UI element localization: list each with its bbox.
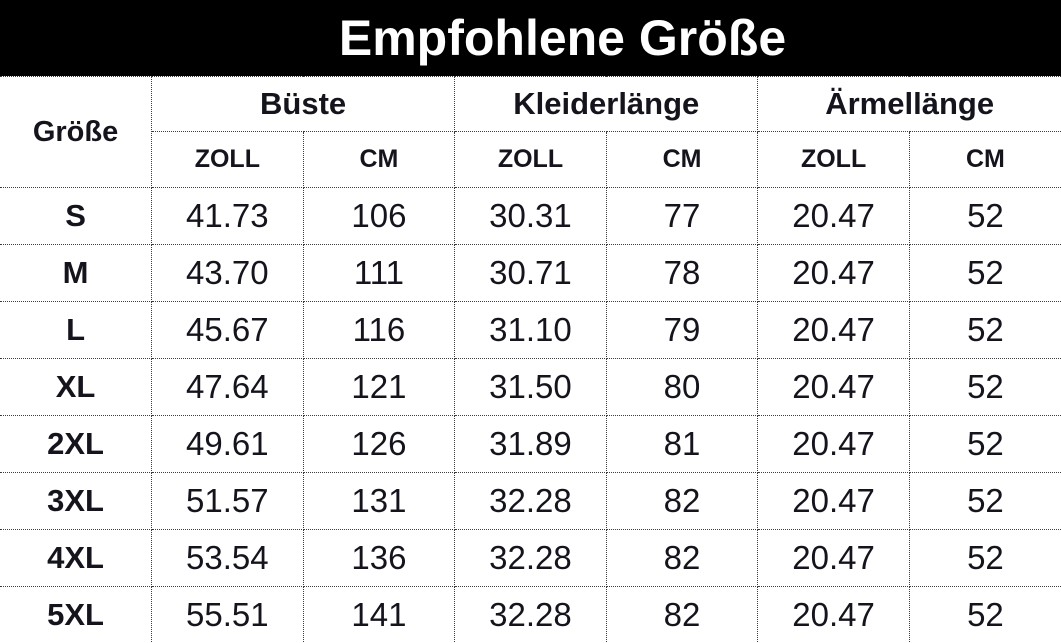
size-label: 3XL [0,472,153,530]
table-cell: 31.50 [454,358,607,416]
table-row-s: S 41.73 106 30.31 77 20.47 52 [0,187,1061,245]
size-label: 2XL [0,415,153,473]
table-cell: 82 [605,472,759,530]
table-cell: 32.28 [454,586,607,643]
table-cell: 111 [302,244,456,302]
table-cell: 79 [605,301,759,359]
table-cell: 131 [302,472,456,530]
table-cell: 20.47 [757,472,910,530]
column-header-groesse: Größe [0,76,153,188]
table-cell: 30.31 [454,187,607,245]
table-cell: 55.51 [151,586,304,643]
table-cell: 51.57 [151,472,304,530]
table-cell: 31.10 [454,301,607,359]
unit-header-bueste-zoll: ZOLL [151,131,304,188]
table-cell: 52 [908,472,1061,530]
table-cell: 49.61 [151,415,304,473]
table-cell: 30.71 [454,244,607,302]
size-label: 5XL [0,586,153,643]
table-cell: 41.73 [151,187,304,245]
unit-header-kleiderlaenge-cm: CM [605,131,759,188]
size-label: 4XL [0,529,153,587]
table-cell: 52 [908,529,1061,587]
unit-header-aermellaenge-cm: CM [908,131,1061,188]
table-row-4xl: 4XL 53.54 136 32.28 82 20.47 52 [0,529,1061,587]
unit-header-aermellaenge-zoll: ZOLL [757,131,910,188]
table-cell: 45.67 [151,301,304,359]
column-header-bueste: Büste [151,76,456,132]
table-cell: 53.54 [151,529,304,587]
size-label: S [0,187,153,245]
table-cell: 20.47 [757,187,910,245]
unit-header-bueste-cm: CM [302,131,456,188]
size-label: L [0,301,153,359]
group-header-row: Größe Büste Kleiderlänge Ärmellänge [0,76,1061,188]
title-bar: Empfohlene Größe [0,0,1061,76]
table-cell: 106 [302,187,456,245]
column-header-aermellaenge: Ärmellänge [757,76,1061,132]
table-cell: 52 [908,586,1061,643]
table-cell: 116 [302,301,456,359]
page-title: Empfohlene Größe [338,10,787,66]
table-row-m: M 43.70 111 30.71 78 20.47 52 [0,244,1061,302]
table-row-2xl: 2XL 49.61 126 31.89 81 20.47 52 [0,415,1061,473]
table-row-xl: XL 47.64 121 31.50 80 20.47 52 [0,358,1061,416]
size-table: Größe Büste Kleiderlänge Ärmellänge ZOLL… [0,76,1061,643]
table-cell: 31.89 [454,415,607,473]
table-cell: 82 [605,529,759,587]
table-row-l: L 45.67 116 31.10 79 20.47 52 [0,301,1061,359]
table-cell: 80 [605,358,759,416]
size-label: XL [0,358,153,416]
table-cell: 52 [908,301,1061,359]
table-cell: 121 [302,358,456,416]
table-cell: 52 [908,244,1061,302]
table-cell: 52 [908,415,1061,473]
table-cell: 141 [302,586,456,643]
table-cell: 52 [908,358,1061,416]
table-cell: 77 [605,187,759,245]
unit-header-kleiderlaenge-zoll: ZOLL [454,131,607,188]
table-cell: 82 [605,586,759,643]
unit-header-row: ZOLL CM ZOLL CM ZOLL CM [0,131,1061,188]
table-cell: 126 [302,415,456,473]
table-cell: 20.47 [757,358,910,416]
table-cell: 47.64 [151,358,304,416]
table-cell: 43.70 [151,244,304,302]
table-cell: 136 [302,529,456,587]
table-cell: 20.47 [757,529,910,587]
table-cell: 81 [605,415,759,473]
table-cell: 52 [908,187,1061,245]
table-cell: 20.47 [757,586,910,643]
table-row-3xl: 3XL 51.57 131 32.28 82 20.47 52 [0,472,1061,530]
table-cell: 32.28 [454,472,607,530]
table-cell: 20.47 [757,301,910,359]
column-header-kleiderlaenge: Kleiderlänge [454,76,759,132]
table-cell: 20.47 [757,415,910,473]
table-cell: 20.47 [757,244,910,302]
table-cell: 32.28 [454,529,607,587]
table-cell: 78 [605,244,759,302]
size-label: M [0,244,153,302]
table-row-5xl: 5XL 55.51 141 32.28 82 20.47 52 [0,586,1061,643]
